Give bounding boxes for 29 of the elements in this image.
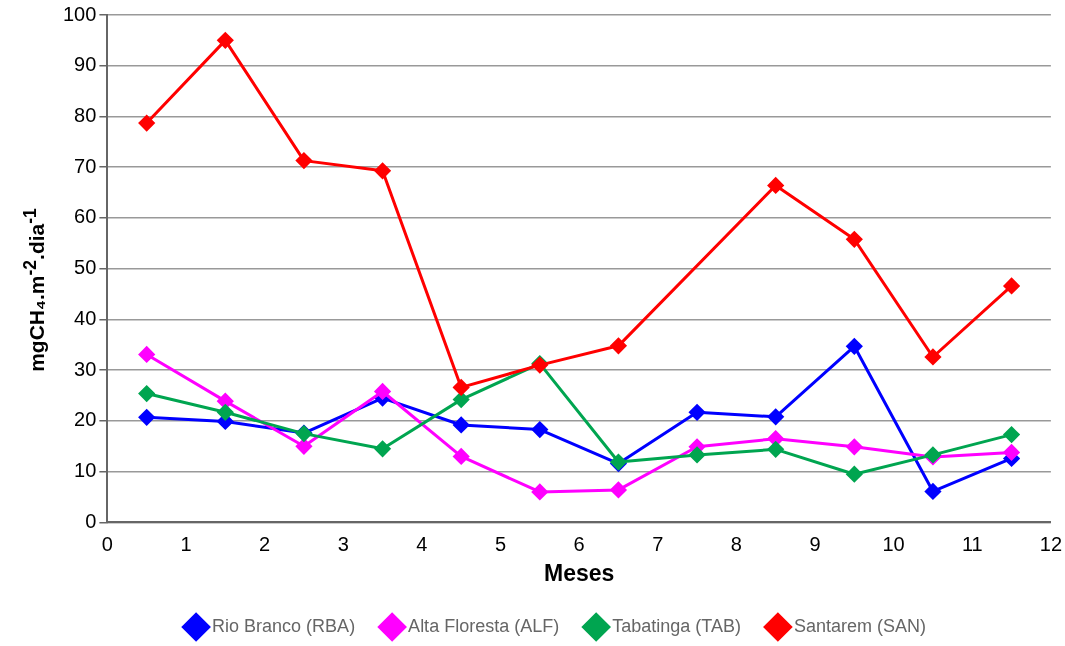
x-axis-title: Meses — [543, 559, 615, 586]
x-tick-label: 11 — [961, 532, 983, 555]
x-tick-label: 6 — [573, 532, 585, 555]
x-tick-label: 3 — [337, 532, 349, 555]
x-tick-label: 10 — [882, 532, 905, 555]
legend-label: Alta Floresta (ALF) — [408, 615, 560, 636]
y-tick-label: 70 — [74, 154, 97, 177]
y-tick-label: 20 — [74, 408, 97, 431]
x-tick-label: 2 — [259, 532, 271, 555]
y-tick-label: 90 — [74, 53, 97, 76]
y-tick-label: 0 — [85, 509, 97, 532]
x-tick-label: 8 — [730, 532, 742, 555]
x-tick-label: 12 — [1039, 532, 1062, 555]
x-tick-label: 9 — [809, 532, 821, 555]
y-tick-label: 50 — [74, 256, 97, 279]
y-tick-label: 30 — [74, 357, 97, 380]
y-tick-label: 10 — [74, 459, 97, 482]
x-tick-label: 7 — [652, 532, 664, 555]
x-tick-label: 0 — [101, 532, 113, 555]
legend-label: Tabatinga (TAB) — [612, 615, 741, 636]
y-tick-label: 40 — [74, 306, 97, 329]
x-tick-label: 5 — [494, 532, 507, 555]
x-tick-label: 1 — [180, 532, 192, 555]
y-tick-label: 60 — [74, 205, 97, 228]
legend-label: Rio Branco (RBA) — [212, 615, 356, 636]
y-tick-label: 80 — [74, 104, 97, 126]
legend-label: Santarem (SAN) — [793, 615, 926, 636]
x-tick-label: 4 — [416, 532, 428, 555]
y-tick-label: 100 — [62, 2, 97, 25]
